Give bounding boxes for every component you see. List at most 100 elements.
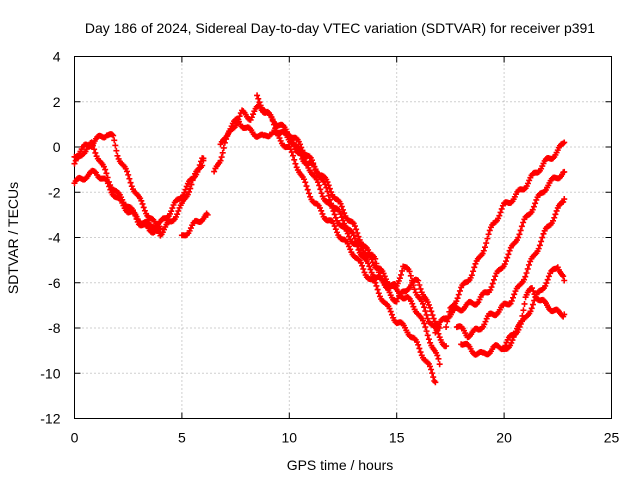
data-point — [416, 282, 423, 289]
data-point — [497, 209, 504, 216]
data-point — [424, 332, 431, 339]
data-point — [480, 247, 487, 254]
series-track-13 — [501, 285, 568, 353]
data-point — [301, 176, 308, 183]
data-series — [71, 92, 568, 386]
data-point — [424, 299, 431, 306]
data-point — [204, 211, 211, 218]
data-point — [292, 160, 299, 167]
data-point — [139, 200, 146, 207]
data-point — [138, 197, 145, 204]
data-point — [182, 186, 189, 193]
data-point — [113, 147, 120, 154]
data-point — [538, 238, 545, 245]
data-point — [524, 265, 531, 272]
data-point — [168, 208, 175, 215]
data-point — [433, 327, 440, 334]
data-point — [482, 244, 489, 251]
data-point — [351, 223, 358, 230]
data-point — [486, 227, 493, 234]
data-point — [157, 225, 164, 232]
data-point — [516, 231, 523, 238]
data-point — [359, 262, 366, 269]
data-point — [525, 261, 532, 268]
data-point — [175, 208, 182, 215]
data-point — [550, 217, 557, 224]
data-point — [220, 144, 227, 151]
series-track-6 — [217, 116, 439, 386]
data-point — [305, 190, 312, 197]
data-point — [288, 137, 295, 144]
data-point — [545, 273, 552, 280]
data-point — [429, 312, 436, 319]
data-point — [504, 254, 511, 261]
data-point — [422, 324, 429, 331]
data-point — [331, 211, 338, 218]
data-point — [140, 204, 147, 211]
data-point — [92, 149, 99, 156]
data-point — [169, 205, 176, 212]
data-point — [485, 231, 492, 238]
data-point — [415, 277, 422, 284]
data-point — [489, 280, 496, 287]
data-point — [308, 157, 315, 164]
data-point — [419, 317, 426, 324]
data-point — [211, 168, 218, 175]
data-point — [304, 161, 311, 168]
data-point — [71, 160, 78, 167]
data-point — [304, 186, 311, 193]
data-point — [104, 174, 111, 181]
data-point — [423, 311, 430, 318]
data-point — [111, 137, 118, 144]
series-track-3 — [71, 139, 164, 236]
data-point — [416, 345, 423, 352]
data-point — [393, 298, 400, 305]
data-point — [528, 305, 535, 312]
chart-title: Day 186 of 2024, Sidereal Day-to-day VTE… — [85, 20, 595, 36]
data-point — [506, 301, 513, 308]
data-point — [536, 242, 543, 249]
data-point — [367, 266, 374, 273]
data-point — [310, 160, 317, 167]
data-point — [396, 275, 403, 282]
data-point — [520, 219, 527, 226]
data-point — [456, 287, 463, 294]
data-point — [561, 311, 568, 318]
data-point — [88, 139, 95, 146]
y-tick-label: 2 — [53, 94, 61, 110]
data-point — [544, 276, 551, 283]
data-point — [128, 183, 135, 190]
data-point — [455, 291, 462, 298]
data-point — [505, 251, 512, 258]
data-point — [374, 286, 381, 293]
data-point — [524, 180, 531, 187]
y-axis-label: SDTVAR / TECUs — [5, 182, 21, 294]
series-track-4 — [178, 210, 211, 239]
data-point — [133, 215, 140, 222]
data-point — [388, 311, 395, 318]
data-point — [366, 263, 373, 270]
data-point — [427, 304, 434, 311]
y-tick-label: -2 — [48, 184, 61, 200]
data-point — [424, 315, 431, 322]
data-point — [560, 273, 567, 280]
data-point — [503, 258, 510, 265]
data-point — [219, 149, 226, 156]
data-point — [432, 379, 439, 386]
data-point — [217, 157, 224, 164]
data-point — [318, 190, 325, 197]
data-point — [312, 167, 319, 174]
data-point — [124, 168, 131, 175]
data-point — [332, 226, 339, 233]
data-point — [380, 270, 387, 277]
x-tick-label: 15 — [389, 430, 405, 446]
data-point — [322, 181, 329, 188]
data-point — [200, 157, 207, 164]
data-point — [434, 324, 441, 331]
data-point — [387, 308, 394, 315]
data-point — [337, 211, 344, 218]
data-point — [330, 208, 337, 215]
data-point — [560, 198, 567, 205]
data-point — [407, 272, 414, 279]
